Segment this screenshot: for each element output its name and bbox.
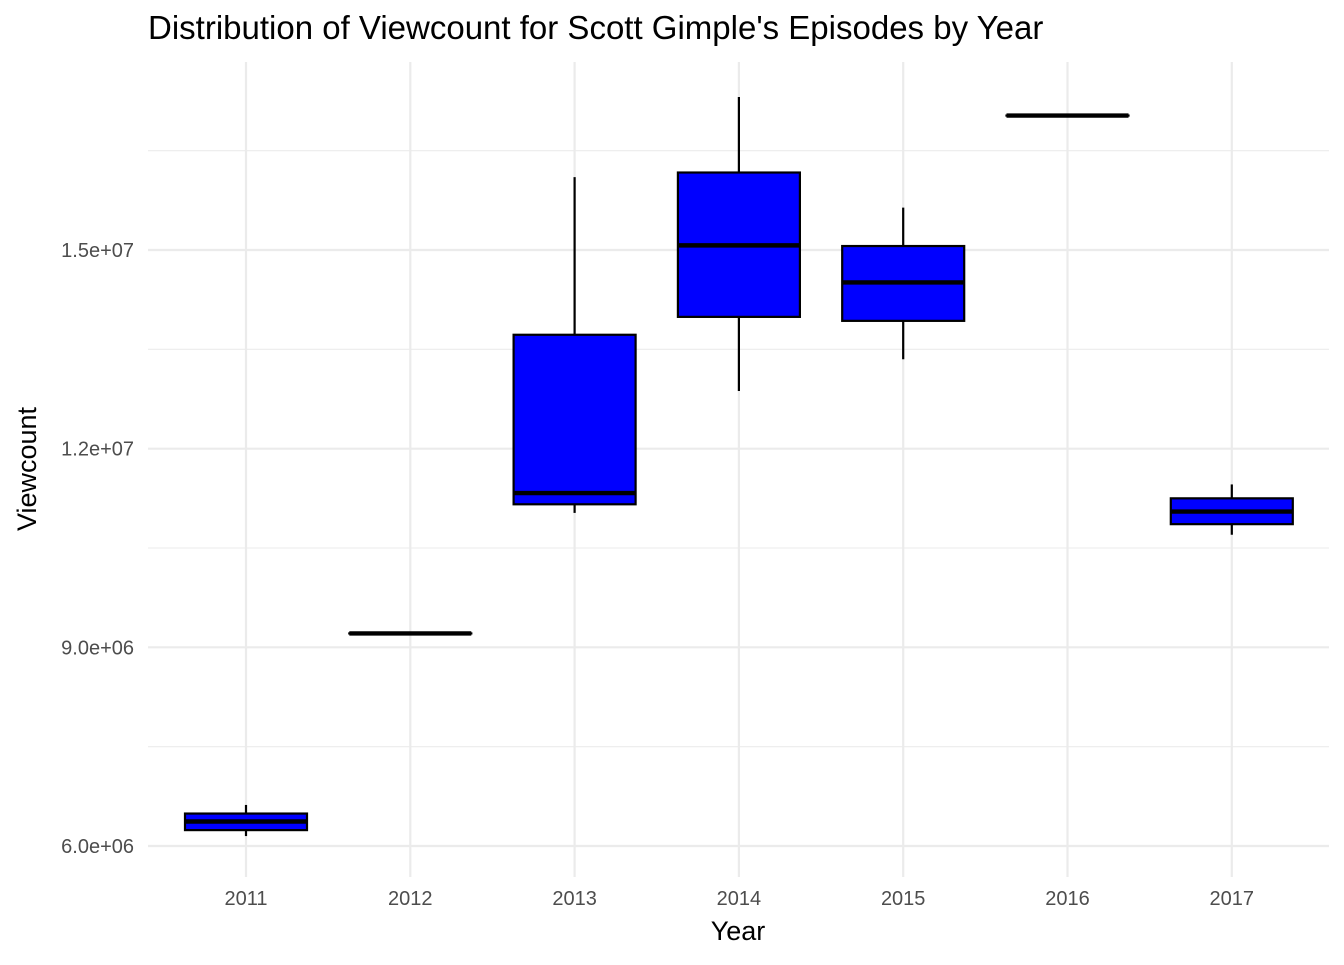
x-tick-label: 2017: [1210, 888, 1255, 910]
x-tick-label: 2012: [388, 888, 433, 910]
box-2014: [678, 97, 800, 391]
x-tick-label: 2015: [881, 888, 926, 910]
x-tick-label: 2013: [552, 888, 597, 910]
chart-title: Distribution of Viewcount for Scott Gimp…: [148, 9, 1043, 46]
y-axis-title: Viewcount: [12, 406, 42, 531]
iqr-box: [514, 335, 636, 505]
box-2017: [1171, 484, 1293, 534]
x-tick-label: 2016: [1045, 888, 1090, 910]
box-2013: [514, 177, 636, 513]
y-tick-label: 1.2e+07: [61, 439, 134, 461]
y-tick-label: 9.0e+06: [61, 637, 134, 659]
x-tick-label: 2014: [717, 888, 762, 910]
y-tick-label: 1.5e+07: [61, 240, 134, 262]
box-2011: [185, 805, 307, 836]
x-axis-title: Year: [711, 916, 766, 946]
x-tick-label: 2011: [224, 888, 267, 910]
box-2015: [842, 208, 964, 360]
y-tick-label: 6.0e+06: [61, 836, 134, 858]
y-axis-tick-labels: 6.0e+06 9.0e+06 1.2e+07 1.5e+07: [61, 240, 134, 858]
x-axis-tick-labels: 2011 2012 2013 2014 2015 2016 2017: [224, 888, 1254, 910]
